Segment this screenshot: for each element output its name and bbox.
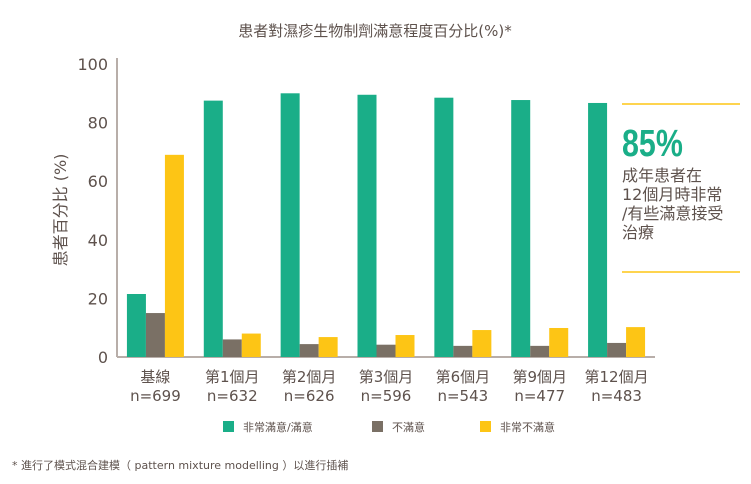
y-tick-label: 20 (88, 289, 108, 308)
x-tick-n: n=483 (591, 387, 642, 405)
callout: 85% 成年患者在 12個月時非常 /有些滿意接受 治療 (622, 122, 747, 242)
chart-title: 患者對濕疹生物制劑滿意程度百分比(%)* (238, 22, 512, 40)
footnote: * 進行了模式混合建模（ pattern mixture modelling ）… (12, 459, 349, 472)
callout-value: 85% (622, 123, 683, 165)
y-tick-label: 60 (88, 172, 108, 191)
y-tick-label: 0 (98, 348, 108, 367)
legend-label: 非常不滿意 (500, 420, 555, 434)
legend-swatch (372, 421, 383, 432)
bar-0 (203, 100, 223, 357)
bar-0 (126, 294, 146, 357)
callout-line: 成年患者在 (622, 166, 703, 185)
x-tick-n: n=596 (361, 387, 412, 405)
bar-2 (472, 330, 492, 357)
bar-0 (588, 102, 608, 358)
legend-swatch (223, 421, 234, 432)
x-tick-label: 第9個月 (512, 368, 567, 386)
bar-1 (376, 344, 396, 357)
legend-label: 不滿意 (392, 420, 425, 434)
x-tick-label: 第1個月 (205, 368, 260, 386)
x-tick-label: 第12個月 (585, 368, 649, 386)
bar-1 (607, 342, 627, 357)
x-tick-n: n=477 (514, 387, 565, 405)
x-tick-label: 第3個月 (359, 368, 414, 386)
bar-1 (222, 339, 242, 357)
callout-line: 治療 (622, 223, 655, 242)
bar-2 (626, 327, 646, 357)
bar-0 (280, 93, 300, 358)
x-tick-n: n=632 (207, 387, 258, 405)
x-tick-label: 基線 (140, 368, 170, 386)
bar-1 (299, 344, 319, 357)
x-tick-n: n=699 (130, 387, 181, 405)
y-axis-label: 患者百分比 (%) (51, 154, 70, 267)
bar-0 (434, 97, 454, 357)
x-tick-n: n=626 (284, 387, 335, 405)
bar-2 (241, 333, 261, 357)
bar-2 (549, 327, 569, 357)
x-tick-label: 第2個月 (282, 368, 337, 386)
legend-swatch (480, 421, 491, 432)
bar-1 (145, 313, 165, 357)
bar-2 (164, 154, 184, 357)
y-tick-label: 100 (77, 55, 108, 74)
x-tick-n: n=543 (437, 387, 488, 405)
bar-0 (357, 94, 377, 357)
callout-line: 12個月時非常 (622, 185, 723, 204)
x-tick-label: 第6個月 (436, 368, 491, 386)
callout-line: /有些滿意接受 (622, 204, 724, 223)
bar-1 (530, 345, 550, 357)
bar-2 (395, 335, 415, 357)
bar-2 (318, 337, 338, 357)
y-tick-label: 40 (88, 231, 108, 250)
bar-1 (453, 345, 473, 357)
y-tick-label: 80 (88, 114, 108, 133)
bar-0 (511, 100, 531, 357)
legend-label: 非常滿意/滿意 (243, 420, 313, 434)
